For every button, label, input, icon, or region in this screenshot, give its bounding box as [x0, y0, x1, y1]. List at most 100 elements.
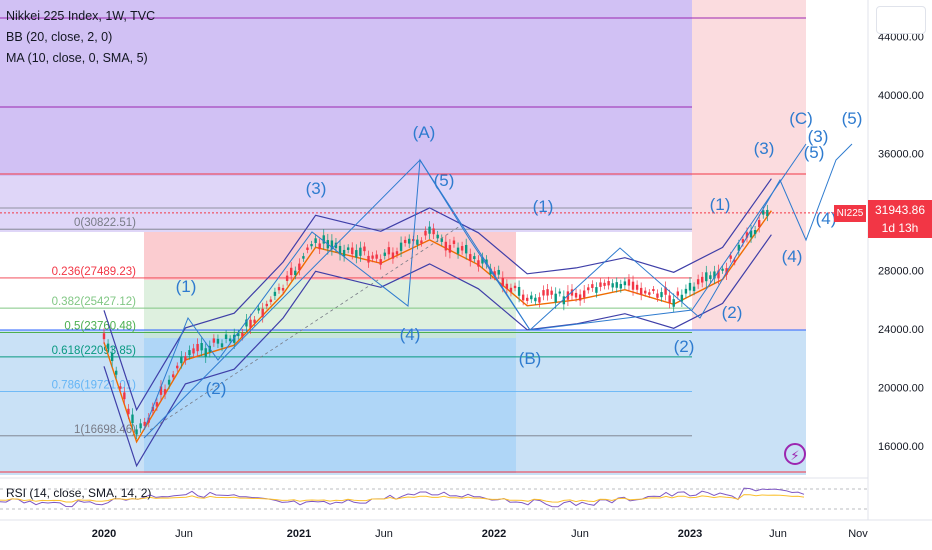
x-tick-label: 2023 [678, 528, 702, 540]
wave-label: (4) [816, 209, 837, 228]
candle-body [749, 230, 753, 238]
candle-body [460, 246, 464, 251]
candle-body [562, 296, 566, 305]
candle-body [554, 293, 557, 303]
candle-body [383, 252, 386, 256]
candle-body [241, 332, 244, 337]
candle-body [408, 238, 411, 244]
candle-body [587, 287, 590, 291]
price-tag: 31943.86 1d 13h [868, 200, 932, 238]
candle-body [184, 356, 187, 361]
candle-body [212, 338, 216, 343]
candle-body [530, 295, 533, 300]
candle-body [342, 249, 346, 257]
candle-body [644, 290, 647, 294]
wave-label: (C) [789, 109, 813, 128]
candle-body [432, 228, 435, 235]
candle-body [570, 289, 574, 296]
candle-body [216, 338, 220, 344]
rsi-ma-line [0, 494, 805, 503]
candle-body [192, 348, 195, 354]
candle-body [664, 287, 667, 295]
candle-body [167, 379, 171, 385]
retracement-green [144, 280, 516, 338]
y-tick-label: 44000.00 [878, 32, 924, 44]
candle-body [481, 257, 484, 264]
candle-body [298, 263, 301, 271]
fib-level-label: 0(30822.51) [74, 217, 136, 229]
lightning-icon[interactable]: ⚡ [784, 443, 806, 465]
legend-bb[interactable]: BB (20, close, 2, 0) [6, 30, 113, 44]
wave-label: (1) [176, 277, 197, 296]
candle-body [733, 260, 736, 263]
candle-body [745, 232, 749, 238]
candle-body [688, 282, 692, 291]
candle-body [281, 287, 285, 291]
candle-body [501, 277, 505, 287]
candle-body [611, 283, 614, 288]
wave-label: (1) [710, 195, 731, 214]
scale-toggle-button[interactable] [876, 6, 926, 34]
candle-body [737, 244, 741, 251]
wave-label: (4) [400, 325, 421, 344]
candle-body [265, 303, 268, 307]
candle-body [672, 299, 675, 307]
candle-body [684, 288, 688, 294]
candle-body [155, 402, 159, 407]
legend-rsi[interactable]: RSI (14, close, SMA, 14, 2) [6, 486, 152, 500]
legend-ma[interactable]: MA (10, close, 0, SMA, 5) [6, 51, 148, 65]
candle-body [558, 291, 561, 294]
candle-body [110, 352, 114, 362]
wave-label: (3) [808, 127, 829, 146]
candle-body [660, 292, 663, 298]
wave-label: (2) [674, 337, 695, 356]
candle-body [127, 408, 130, 415]
candle-body [314, 238, 317, 243]
candle-body [631, 281, 635, 290]
candle-body [428, 226, 431, 234]
fib-level-label: 1(16698.46) [74, 424, 136, 436]
y-tick-label: 28000.00 [878, 266, 924, 278]
elliott-wave-line[interactable] [529, 143, 807, 331]
candle-body [424, 230, 427, 236]
candle-body [416, 239, 419, 245]
elliott-wave-line[interactable] [143, 159, 531, 439]
wave-label: (3) [306, 179, 327, 198]
candle-body [233, 334, 236, 343]
legend-title[interactable]: Nikkei 225 Index, 1W, TVC [6, 9, 156, 23]
fib-zone-red [692, 0, 806, 330]
wave-label: (5) [842, 109, 863, 128]
candle-body [509, 287, 513, 293]
candle-body [692, 286, 696, 292]
candle-body [330, 240, 334, 250]
candle-body [619, 283, 623, 289]
candle-body [741, 239, 745, 243]
candle-body [623, 281, 627, 286]
wave-label: (B) [519, 349, 542, 368]
x-tick-label: Jun [571, 528, 589, 540]
candle-body [285, 275, 289, 281]
candle-body [521, 294, 525, 301]
candle-body [599, 282, 602, 287]
wave-label: (1) [533, 197, 554, 216]
candle-body [753, 230, 757, 235]
candle-body [473, 256, 476, 260]
wave-label: (5) [434, 171, 455, 190]
candle-body [485, 259, 488, 265]
candle-body [717, 270, 720, 279]
candle-body [582, 290, 586, 298]
candle-body [595, 287, 598, 293]
candle-body [359, 247, 362, 256]
candle-body [578, 294, 582, 301]
candle-body [526, 297, 529, 301]
candle-body [615, 282, 618, 288]
candle-body [371, 255, 374, 259]
candle-body [188, 350, 191, 356]
candle-body [420, 240, 423, 244]
candle-body [306, 247, 309, 251]
elliott-wave-line[interactable] [143, 143, 853, 431]
candle-body [762, 210, 765, 215]
fib-level-label: 0.786(19721.01) [52, 380, 137, 392]
price-tag-value: 31943.86 [874, 203, 926, 217]
